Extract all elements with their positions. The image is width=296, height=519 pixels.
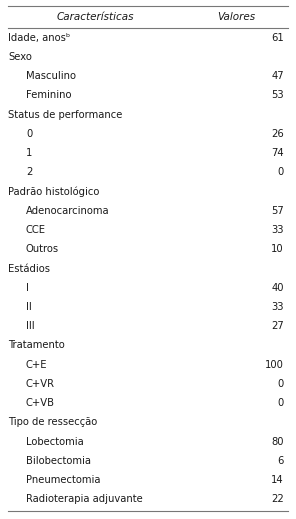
Text: 2: 2 [26,167,32,177]
Text: 40: 40 [271,283,284,293]
Text: 61: 61 [271,33,284,43]
Text: Sexo: Sexo [8,52,32,62]
Text: Tratamento: Tratamento [8,340,65,350]
Text: 10: 10 [271,244,284,254]
Text: CCE: CCE [26,225,46,235]
Text: Radioterapia adjuvante: Radioterapia adjuvante [26,495,143,504]
Text: 33: 33 [271,225,284,235]
Text: 22: 22 [271,495,284,504]
Text: Adenocarcinoma: Adenocarcinoma [26,206,110,216]
Text: Outros: Outros [26,244,59,254]
Text: Padrão histológico: Padrão histológico [8,186,99,197]
Text: 6: 6 [278,456,284,466]
Text: III: III [26,321,35,331]
Text: 1: 1 [26,148,32,158]
Text: 47: 47 [271,71,284,81]
Text: Bilobectomia: Bilobectomia [26,456,91,466]
Text: Características: Características [57,12,134,22]
Text: Pneumectomia: Pneumectomia [26,475,101,485]
Text: Tipo de ressecção: Tipo de ressecção [8,417,97,428]
Text: I: I [26,283,29,293]
Text: Masculino: Masculino [26,71,76,81]
Text: Lobectomia: Lobectomia [26,436,84,447]
Text: 14: 14 [271,475,284,485]
Text: 80: 80 [271,436,284,447]
Text: 74: 74 [271,148,284,158]
Text: II: II [26,302,32,312]
Text: 53: 53 [271,90,284,100]
Text: C+E: C+E [26,360,47,370]
Text: 100: 100 [265,360,284,370]
Text: 0: 0 [26,129,32,139]
Text: Estádios: Estádios [8,264,50,274]
Text: 26: 26 [271,129,284,139]
Text: 27: 27 [271,321,284,331]
Text: C+VR: C+VR [26,379,55,389]
Text: 0: 0 [278,398,284,408]
Text: Feminino: Feminino [26,90,72,100]
Text: Idade, anosᵇ: Idade, anosᵇ [8,33,70,43]
Text: 0: 0 [278,167,284,177]
Text: Status de performance: Status de performance [8,110,122,119]
Text: 57: 57 [271,206,284,216]
Text: Valores: Valores [217,12,255,22]
Text: 33: 33 [271,302,284,312]
Text: C+VB: C+VB [26,398,55,408]
Text: 0: 0 [278,379,284,389]
